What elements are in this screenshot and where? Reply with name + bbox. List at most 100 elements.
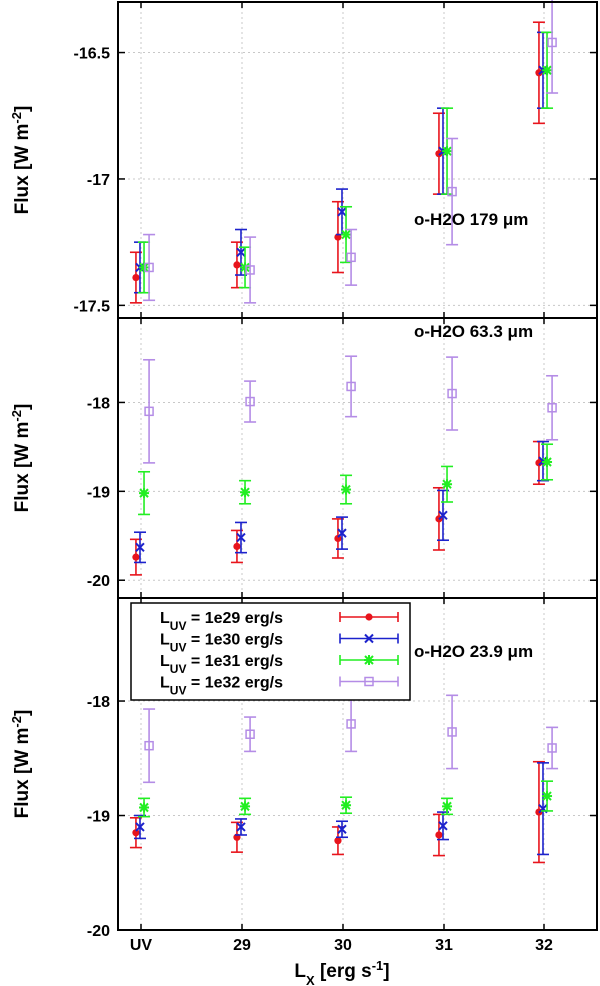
- data-point: [435, 831, 443, 839]
- legend-label: LUV = 1e30 erg/s: [160, 632, 283, 655]
- panel-1: -17.5 -17 -16.5 Flux [W m-2] o-H2O 179 μm: [9, 0, 598, 319]
- data-point: [144, 406, 154, 417]
- data-point: [240, 487, 251, 498]
- data-point: [341, 229, 352, 240]
- data-point: [542, 457, 553, 467]
- data-point: [442, 801, 453, 812]
- data-point: [245, 396, 255, 407]
- y-axis-label: Flux [W m-2]: [9, 106, 34, 215]
- data-point: [236, 247, 246, 257]
- y-axis-label: Flux [W m-2]: [9, 710, 34, 819]
- panel-frame: [117, 317, 598, 599]
- y-tick-label: -19: [87, 809, 110, 826]
- legend-marker: [364, 676, 374, 687]
- y-axis-label: Flux [W m-2]: [9, 404, 34, 513]
- data-point: [245, 729, 255, 739]
- x-tick-label: 29: [233, 937, 251, 954]
- y-tick-label: -16.5: [74, 46, 111, 63]
- panel-3: -20 -19 -18 Flux [W m-2] o-H2O 23.9 μm: [9, 597, 598, 940]
- data-point: [233, 261, 241, 269]
- data-point: [547, 403, 557, 413]
- data-point: [346, 381, 356, 392]
- data-point: [240, 801, 251, 812]
- series-4: [143, 355, 559, 464]
- data-point: [236, 532, 246, 543]
- data-point: [447, 388, 457, 399]
- legend-entry-4: LUV = 1e32 erg/s: [160, 675, 399, 698]
- data-point: [535, 69, 543, 77]
- data-point: [542, 791, 553, 802]
- data-point: [139, 802, 150, 813]
- data-point: [442, 146, 453, 157]
- data-point: [334, 837, 342, 845]
- series-4: [143, 694, 559, 784]
- data-point: [337, 824, 347, 834]
- series-1: [129, 440, 545, 576]
- data-point: [240, 262, 251, 273]
- legend-marker: [365, 613, 373, 621]
- x-tick-label: 30: [334, 937, 352, 954]
- data-point: [139, 488, 150, 499]
- series-3: [138, 31, 554, 294]
- data-point: [542, 65, 553, 76]
- data-point: [337, 528, 347, 538]
- y-tick-label: -17.5: [74, 298, 111, 315]
- legend-label: LUV = 1e29 erg/s: [160, 610, 283, 633]
- x-tick-label: UV: [130, 937, 153, 954]
- panels-group: -17.5 -17 -16.5 Flux [W m-2] o-H2O 179 μm -20…: [9, 0, 598, 940]
- legend-label: LUV = 1e31 erg/s: [160, 653, 283, 676]
- y-tick-label: -20: [87, 573, 110, 590]
- legend-marker: [364, 655, 374, 665]
- series-4: [143, 0, 559, 304]
- panel-title: o-H2O 63.3 μm: [414, 322, 533, 341]
- series-1: [129, 21, 545, 304]
- data-point: [144, 262, 154, 273]
- y-tick-label: -17: [87, 172, 110, 189]
- x-tick-label: 31: [435, 937, 453, 954]
- data-point: [435, 150, 443, 158]
- data-point: [447, 186, 457, 197]
- data-point: [442, 479, 453, 490]
- series-3: [138, 780, 554, 818]
- panel-frame: [117, 597, 598, 931]
- data-point: [438, 510, 448, 521]
- data-point: [144, 740, 154, 751]
- x-tick-label: 32: [535, 937, 553, 954]
- panel-frame: [117, 1, 598, 319]
- panel-title: o-H2O 23.9 μm: [414, 642, 533, 661]
- data-point: [346, 719, 356, 729]
- data-point: [547, 37, 557, 48]
- legend-box: [130, 602, 411, 701]
- data-point: [135, 822, 145, 832]
- data-point: [337, 207, 347, 217]
- data-point: [236, 822, 246, 832]
- data-point: [132, 273, 140, 282]
- y-tick-label: -18: [87, 395, 110, 412]
- data-point: [132, 829, 140, 837]
- legend-entry-2: LUV = 1e30 erg/s: [160, 632, 399, 655]
- data-point: [346, 252, 356, 263]
- series-3: [138, 443, 554, 516]
- y-tick-label: -18: [87, 694, 110, 711]
- legend-label: LUV = 1e32 erg/s: [160, 675, 283, 698]
- data-point: [233, 542, 241, 551]
- x-axis: UV 29 30 31 32 LX [erg s-1]: [130, 937, 553, 986]
- panel-2: -20 -19 -18 Flux [W m-2] o-H2O 63.3 μm: [9, 317, 598, 599]
- legend-entry-3: LUV = 1e31 erg/s: [160, 653, 399, 676]
- data-point: [547, 743, 557, 753]
- data-point: [447, 727, 457, 737]
- data-point: [139, 262, 150, 273]
- data-point: [341, 800, 352, 811]
- legend-entry-1: LUV = 1e29 erg/s: [160, 610, 399, 633]
- series-2: [133, 31, 549, 294]
- panel-title: o-H2O 179 μm: [414, 210, 528, 229]
- x-axis-label: LX [erg s-1]: [294, 958, 389, 986]
- y-tick-label: -19: [87, 484, 110, 501]
- legend-marker: [364, 633, 374, 644]
- data-point: [438, 821, 448, 831]
- data-point: [135, 542, 145, 553]
- data-point: [245, 265, 255, 275]
- y-tick-label: -20: [87, 923, 110, 940]
